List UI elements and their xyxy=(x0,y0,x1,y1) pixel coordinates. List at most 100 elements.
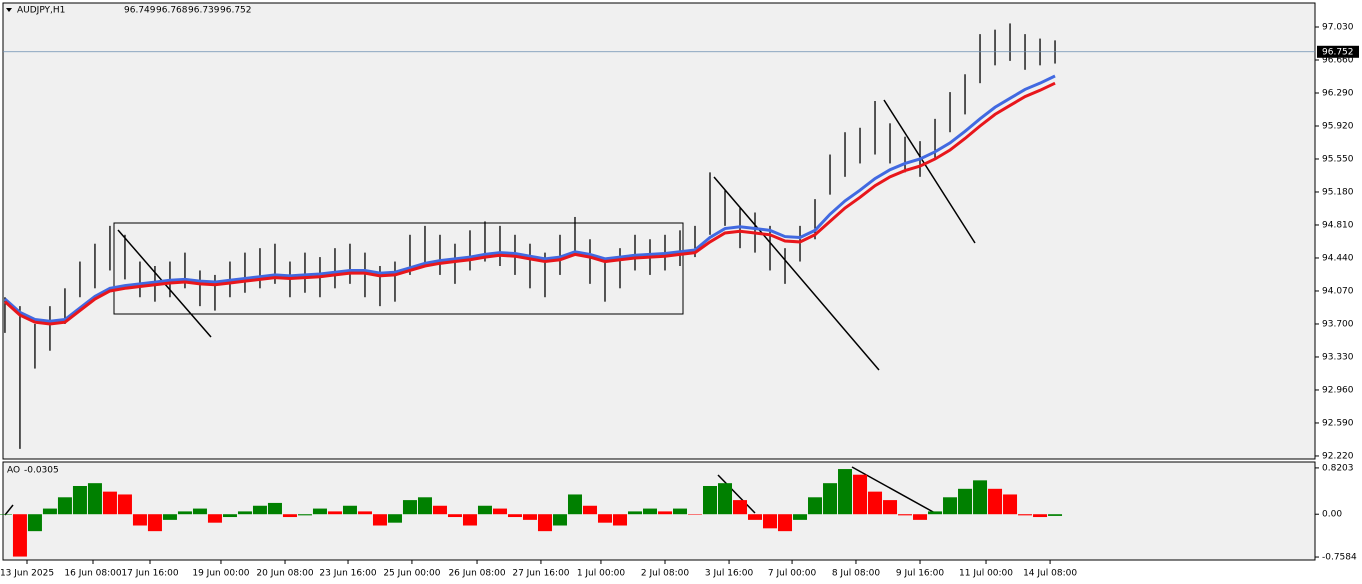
x-tick-label: 14 Jul 08:00 xyxy=(1023,569,1077,579)
ao-bar xyxy=(612,514,627,526)
ao-bar xyxy=(943,497,958,515)
ao-bar xyxy=(372,514,387,526)
ao-bar xyxy=(27,514,42,532)
ao-bar xyxy=(117,494,132,515)
ao-bar xyxy=(552,514,567,526)
ao-bar xyxy=(703,485,718,515)
header-value: 96.739 xyxy=(188,6,220,16)
x-tick-label: 17 Jun 16:00 xyxy=(121,569,178,579)
ao-bar xyxy=(222,514,237,518)
ao-bar xyxy=(147,514,162,532)
ao-bar xyxy=(237,511,252,515)
ao-bar xyxy=(868,491,883,515)
ao-bar xyxy=(853,474,868,515)
ao-bar xyxy=(808,497,823,515)
x-tick-label: 27 Jun 16:00 xyxy=(512,569,569,579)
ao-bar xyxy=(673,508,688,515)
last-price-label: 96.752 xyxy=(1322,47,1354,57)
x-tick-label: 11 Jul 00:00 xyxy=(959,569,1013,579)
trend-line xyxy=(883,99,976,244)
ao-bar xyxy=(913,514,928,520)
ao-bar xyxy=(838,469,853,515)
y-tick-label: 96.290 xyxy=(1322,88,1354,98)
ao-pane xyxy=(2,461,1316,561)
ao-bar xyxy=(537,514,552,532)
ao-trend-line xyxy=(851,466,936,514)
ao-bar xyxy=(582,505,597,515)
ao-bar xyxy=(642,508,657,515)
ao-trend-line xyxy=(717,474,756,514)
menu-arrow[interactable] xyxy=(6,8,12,12)
ao-bar xyxy=(312,508,327,515)
ao-bar xyxy=(1033,514,1048,518)
ao-bar xyxy=(823,483,838,515)
y-tick-label: 94.810 xyxy=(1322,220,1354,230)
ao-bar xyxy=(492,508,507,515)
ao-bar xyxy=(928,511,943,515)
x-tick-label: 13 Jun 2025 xyxy=(0,569,54,579)
ao-bar xyxy=(763,514,778,529)
last-price-box xyxy=(1317,45,1359,58)
y-tick-label: 94.070 xyxy=(1322,286,1354,296)
ao-bar xyxy=(162,514,177,520)
moving-average xyxy=(3,81,1056,326)
x-tick-label: 25 Jun 00:00 xyxy=(383,569,440,579)
header-value: 96.768 xyxy=(156,6,188,16)
price-pane xyxy=(2,2,1316,460)
ao-bar xyxy=(627,511,642,515)
ao-bar xyxy=(898,514,913,516)
ao-bar xyxy=(297,514,312,516)
ao-bar xyxy=(402,500,417,515)
ao-bar xyxy=(462,514,477,526)
ao-bar xyxy=(793,514,808,520)
ao-bar xyxy=(12,514,27,557)
header-value: 96.752 xyxy=(220,6,252,16)
ao-bar xyxy=(177,511,192,515)
ao-bar xyxy=(748,514,763,520)
x-tick-label: 19 Jun 00:00 xyxy=(192,569,249,579)
x-tick-label: 7 Jul 00:00 xyxy=(768,569,817,579)
ao-bar xyxy=(72,485,87,515)
ao-last-value: -0.0305 xyxy=(24,466,59,476)
ao-bar xyxy=(102,491,117,515)
x-tick-label: 9 Jul 16:00 xyxy=(896,569,945,579)
ao-bar xyxy=(718,483,733,515)
y-tick-label: 92.220 xyxy=(1322,451,1354,461)
y-tick-label: 92.960 xyxy=(1322,385,1354,395)
ao-bar xyxy=(1003,494,1018,515)
ao-bar xyxy=(207,514,222,523)
range-box xyxy=(113,222,684,315)
ao-bar xyxy=(282,514,297,518)
y-tick-label: 97.030 xyxy=(1322,22,1354,32)
ao-bar xyxy=(883,500,898,515)
ao-bar xyxy=(42,508,57,515)
ao-bar xyxy=(357,511,372,515)
ao-bar xyxy=(658,511,673,515)
ao-bar xyxy=(597,514,612,523)
x-tick-label: 23 Jun 16:00 xyxy=(319,569,376,579)
ao-bar xyxy=(342,505,357,515)
ao-bar xyxy=(417,497,432,515)
ao-bar xyxy=(267,502,282,515)
ao-bar xyxy=(688,514,703,515)
ao-bar xyxy=(477,505,492,515)
x-tick-label: 26 Jun 08:00 xyxy=(448,569,505,579)
ao-bar xyxy=(973,480,988,515)
ao-bar xyxy=(733,500,748,515)
y-tick-label: 0.00 xyxy=(1322,510,1342,520)
y-tick-label: -0.7584 xyxy=(1322,553,1357,563)
y-tick-label: 94.440 xyxy=(1322,253,1354,263)
x-tick-label: 8 Jul 08:00 xyxy=(832,569,881,579)
symbol-title: AUDJPY,H1 xyxy=(17,6,65,16)
x-tick-label: 3 Jul 16:00 xyxy=(705,569,754,579)
ao-bar xyxy=(0,514,12,515)
ao-bar xyxy=(87,483,102,515)
ao-bar xyxy=(387,514,402,523)
y-tick-label: 95.180 xyxy=(1322,187,1354,197)
ao-bar xyxy=(132,514,147,526)
ao-bar xyxy=(447,514,462,518)
ao-bar xyxy=(252,505,267,515)
header-value: 96.749 xyxy=(124,6,156,16)
y-tick-label: 0.8203 xyxy=(1322,463,1354,473)
